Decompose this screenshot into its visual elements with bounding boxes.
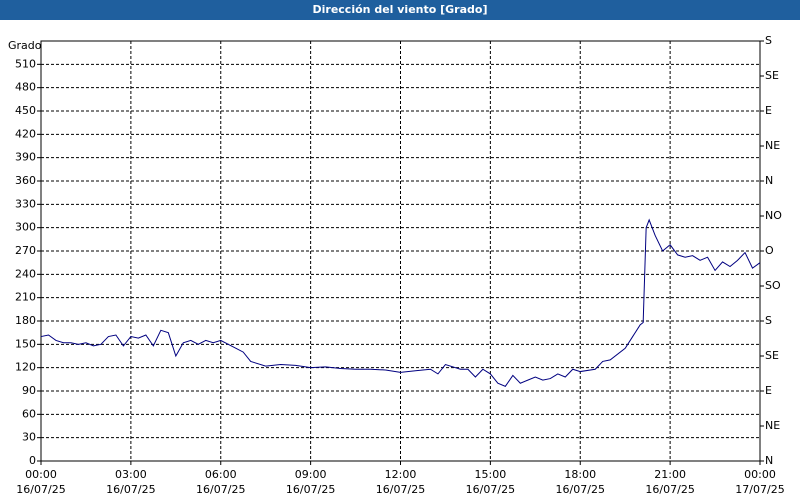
title-bar [0, 0, 800, 20]
y2-tick-label: SO [765, 279, 781, 292]
y-tick-label: 150 [15, 337, 36, 350]
x-tick-label: 00:00 17/07/25 [735, 468, 784, 496]
y2-tick-label: N [765, 174, 773, 187]
x-tick-label: 03:00 16/07/25 [106, 468, 155, 496]
x-tick-label: 09:00 16/07/25 [286, 468, 335, 496]
y-tick-label: 300 [15, 221, 36, 234]
y-tick-label: 270 [15, 244, 36, 257]
y-tick-label: 420 [15, 127, 36, 140]
y-tick-label: 60 [22, 407, 36, 420]
y2-tick-label: E [765, 384, 772, 397]
y2-tick-label: E [765, 104, 772, 117]
y2-tick-label: NO [765, 209, 782, 222]
x-tick-label: 00:00 16/07/25 [16, 468, 65, 496]
y2-tick-label: SE [765, 69, 779, 82]
y-tick-label: 240 [15, 267, 36, 280]
y2-tick-label: S [765, 314, 772, 327]
y2-tick-label: N [765, 454, 773, 467]
y2-tick-label: NE [765, 419, 780, 432]
y-tick-label: 210 [15, 291, 36, 304]
x-tick-label: 18:00 16/07/25 [556, 468, 605, 496]
y-tick-label: 330 [15, 197, 36, 210]
y-tick-label: 90 [22, 384, 36, 397]
y-tick-label: 360 [15, 174, 36, 187]
y-tick-label: 510 [15, 57, 36, 70]
y2-tick-label: O [765, 244, 774, 257]
x-tick-label: 21:00 16/07/25 [645, 468, 694, 496]
chart-title: Dirección del viento [Grado] [313, 3, 488, 16]
y2-tick-label: S [765, 34, 772, 47]
y2-tick-label: NE [765, 139, 780, 152]
y-tick-label: 390 [15, 151, 36, 164]
y-tick-label: 480 [15, 81, 36, 94]
x-tick-label: 15:00 16/07/25 [466, 468, 515, 496]
y-tick-label: 30 [22, 431, 36, 444]
y-axis-label: Grado [8, 39, 42, 52]
y-tick-label: 450 [15, 104, 36, 117]
y-tick-label: 0 [29, 454, 36, 467]
y2-tick-label: SE [765, 349, 779, 362]
y-tick-label: 120 [15, 361, 36, 374]
x-tick-label: 12:00 16/07/25 [376, 468, 425, 496]
x-tick-label: 06:00 16/07/25 [196, 468, 245, 496]
data-line [40, 218, 761, 387]
y-tick-label: 180 [15, 314, 36, 327]
